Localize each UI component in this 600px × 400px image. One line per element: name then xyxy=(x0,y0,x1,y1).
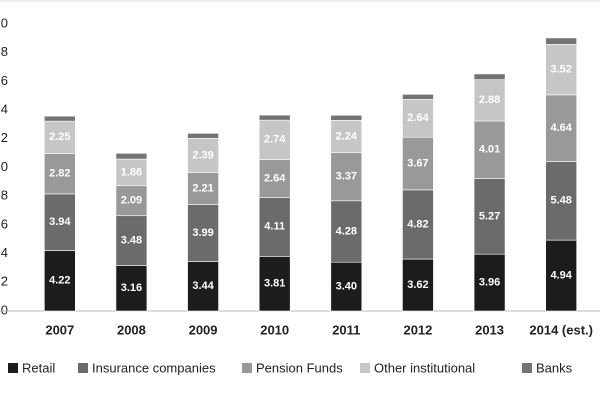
y-tick-label: 4 xyxy=(1,102,8,117)
x-tick-label: 2013 xyxy=(475,322,504,337)
bar-segment xyxy=(473,178,506,255)
bar-segment xyxy=(402,94,434,100)
value-label: 2.88 xyxy=(479,94,500,106)
bar-segment xyxy=(115,185,148,217)
value-label: 3.99 xyxy=(192,227,213,239)
bar-segment xyxy=(545,44,577,96)
bar-segment xyxy=(330,114,363,121)
bar-segment xyxy=(402,136,434,191)
legend-label: Insurance companies xyxy=(92,360,216,375)
bar-segment xyxy=(115,215,148,266)
bar-segment xyxy=(258,114,291,121)
x-tick-label: 2007 xyxy=(45,322,74,337)
legend-label: Retail xyxy=(22,360,55,375)
bar-segment xyxy=(187,172,219,205)
bar-segment xyxy=(258,159,291,198)
bar-segment xyxy=(44,115,76,122)
value-label: 3.62 xyxy=(407,279,428,291)
value-label: 5.27 xyxy=(479,210,500,222)
value-label: 2.74 xyxy=(264,134,286,146)
bar-segment xyxy=(473,73,506,80)
value-label: 3.52 xyxy=(550,64,571,76)
bar-segment xyxy=(330,152,363,202)
bar-segment xyxy=(545,37,577,45)
value-label: 3.37 xyxy=(336,171,357,183)
bar-segment xyxy=(187,138,219,173)
value-label: 4.94 xyxy=(550,269,572,281)
x-tick-label: 2008 xyxy=(117,322,146,337)
bar-segment xyxy=(402,99,434,138)
bar-segment xyxy=(330,261,363,312)
legend-label: Other institutional xyxy=(374,360,475,375)
value-label: 2.21 xyxy=(192,182,213,194)
y-tick-label: 8 xyxy=(1,44,8,59)
y-tick-label: 6 xyxy=(1,216,8,231)
value-label: 2.24 xyxy=(336,130,358,142)
value-label: 2.82 xyxy=(49,168,70,180)
legend-swatch xyxy=(522,363,532,373)
value-label: 2.64 xyxy=(407,112,429,124)
value-label: 3.67 xyxy=(407,157,428,169)
bar-segment xyxy=(473,79,506,122)
bar-segment xyxy=(44,120,76,154)
value-label: 4.82 xyxy=(407,218,428,230)
y-tick-label: 2 xyxy=(1,274,8,289)
value-label: 3.94 xyxy=(49,216,71,228)
value-label: 1.86 xyxy=(121,166,142,178)
bar-segment xyxy=(187,133,219,139)
bar-segment xyxy=(258,119,291,160)
x-tick-label: 2011 xyxy=(332,322,360,337)
bar-segment xyxy=(402,258,434,312)
y-tick-label: 2 xyxy=(1,130,8,145)
x-tick-label: 2014 (est.) xyxy=(529,322,593,337)
value-label: 2.09 xyxy=(121,195,142,207)
value-label: 4.28 xyxy=(336,225,357,237)
value-label: 4.11 xyxy=(264,221,285,233)
value-label: 5.48 xyxy=(550,195,571,207)
value-label: 4.64 xyxy=(550,122,572,134)
legend-swatch xyxy=(78,363,88,373)
bar-segment xyxy=(258,197,291,257)
value-label: 4.01 xyxy=(479,144,500,156)
value-label: 2.25 xyxy=(49,131,70,143)
y-tick-label: 8 xyxy=(1,188,8,203)
x-tick-label: 2009 xyxy=(189,322,218,337)
bar-segment xyxy=(545,239,577,312)
y-tick-label: 0 xyxy=(1,15,8,30)
bar-segment xyxy=(115,152,148,160)
bar-segment xyxy=(44,250,76,312)
y-tick-label: 0 xyxy=(1,159,8,174)
x-tick-label: 2010 xyxy=(260,322,289,337)
value-label: 3.44 xyxy=(192,280,214,292)
legend-label: Banks xyxy=(536,360,573,375)
bar-segment xyxy=(473,253,506,312)
value-label: 4.22 xyxy=(49,275,70,287)
bar-segment xyxy=(115,158,148,187)
bar-segment xyxy=(402,189,434,260)
legend-swatch xyxy=(8,363,18,373)
value-label: 3.48 xyxy=(121,235,142,247)
bar-segment xyxy=(187,261,219,312)
value-label: 3.96 xyxy=(479,276,500,288)
legend-swatch xyxy=(360,363,370,373)
bar-segment xyxy=(330,200,363,263)
bar-segment xyxy=(258,256,291,312)
value-label: 3.81 xyxy=(264,278,285,290)
value-label: 3.16 xyxy=(121,282,142,294)
legend-label: Pension Funds xyxy=(256,360,343,375)
bar-segment xyxy=(473,120,506,179)
x-tick-label: 2012 xyxy=(403,322,432,337)
bar-segment xyxy=(115,265,148,312)
value-label: 2.39 xyxy=(192,149,213,161)
y-tick-label: 6 xyxy=(1,73,8,88)
bar-segment xyxy=(330,119,363,153)
y-tick-label: 0 xyxy=(1,302,8,317)
y-tick-label: 4 xyxy=(1,245,8,260)
bar-segment xyxy=(545,94,577,162)
value-label: 2.64 xyxy=(264,172,286,184)
bar-segment xyxy=(44,153,76,195)
legend-swatch xyxy=(242,363,252,373)
value-label: 3.40 xyxy=(336,281,357,293)
